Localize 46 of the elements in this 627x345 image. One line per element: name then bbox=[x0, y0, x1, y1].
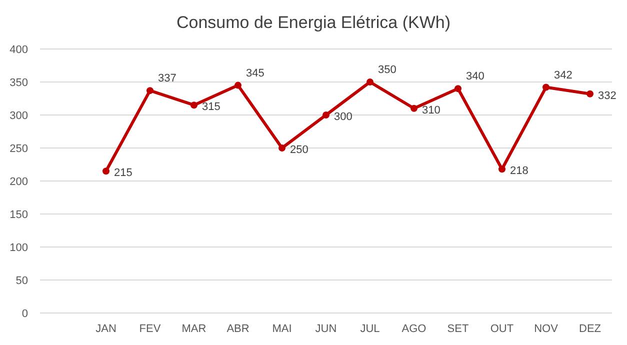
data-label: 342 bbox=[554, 69, 572, 82]
data-label: 345 bbox=[246, 67, 264, 80]
point bbox=[366, 78, 374, 86]
y-tick-label: 350 bbox=[10, 77, 28, 89]
point bbox=[146, 87, 154, 94]
x-tick-label: NOV bbox=[534, 323, 559, 335]
y-tick-label: 100 bbox=[10, 242, 28, 254]
chart-title: Consumo de Energia Elétrica (KWh) bbox=[176, 13, 451, 32]
data-label: 332 bbox=[598, 90, 616, 102]
x-tick-label: MAI bbox=[272, 323, 292, 335]
data-label: 315 bbox=[202, 101, 220, 114]
x-tick-label: OUT bbox=[490, 323, 514, 335]
y-tick-label: 400 bbox=[10, 44, 28, 56]
point bbox=[586, 90, 594, 98]
data-label: 340 bbox=[466, 70, 484, 83]
x-tick-label: JUN bbox=[315, 323, 337, 335]
point bbox=[498, 166, 506, 173]
data-label: 350 bbox=[378, 64, 396, 76]
y-tick-label: 300 bbox=[10, 110, 28, 122]
x-tick-label: SET bbox=[447, 323, 469, 335]
x-tick-label: DEZ bbox=[579, 323, 602, 335]
data-label: 250 bbox=[290, 144, 308, 156]
y-tick-label: 0 bbox=[22, 308, 28, 320]
data-label: 215 bbox=[114, 167, 132, 180]
data-label: 310 bbox=[422, 104, 440, 116]
data-label: 337 bbox=[158, 72, 176, 85]
y-tick-label: 150 bbox=[10, 209, 28, 221]
y-tick-label: 50 bbox=[16, 275, 28, 287]
data-label: 300 bbox=[334, 111, 352, 123]
x-tick-label: MAR bbox=[182, 323, 206, 335]
point bbox=[190, 102, 198, 109]
x-tick-label: ABR bbox=[226, 323, 250, 335]
point bbox=[278, 144, 286, 152]
x-tick-label: FEV bbox=[139, 323, 162, 335]
y-tick-label: 250 bbox=[10, 143, 28, 155]
point bbox=[102, 168, 110, 175]
point bbox=[542, 84, 550, 91]
point bbox=[454, 85, 462, 92]
x-tick-label: AGO bbox=[402, 323, 427, 335]
x-tick-label: JUL bbox=[360, 323, 380, 335]
x-tick-label: JAN bbox=[96, 323, 116, 335]
point bbox=[322, 112, 330, 118]
y-tick-label: 200 bbox=[10, 176, 28, 188]
point bbox=[234, 82, 242, 89]
data-label: 218 bbox=[510, 165, 528, 178]
point bbox=[410, 104, 418, 112]
